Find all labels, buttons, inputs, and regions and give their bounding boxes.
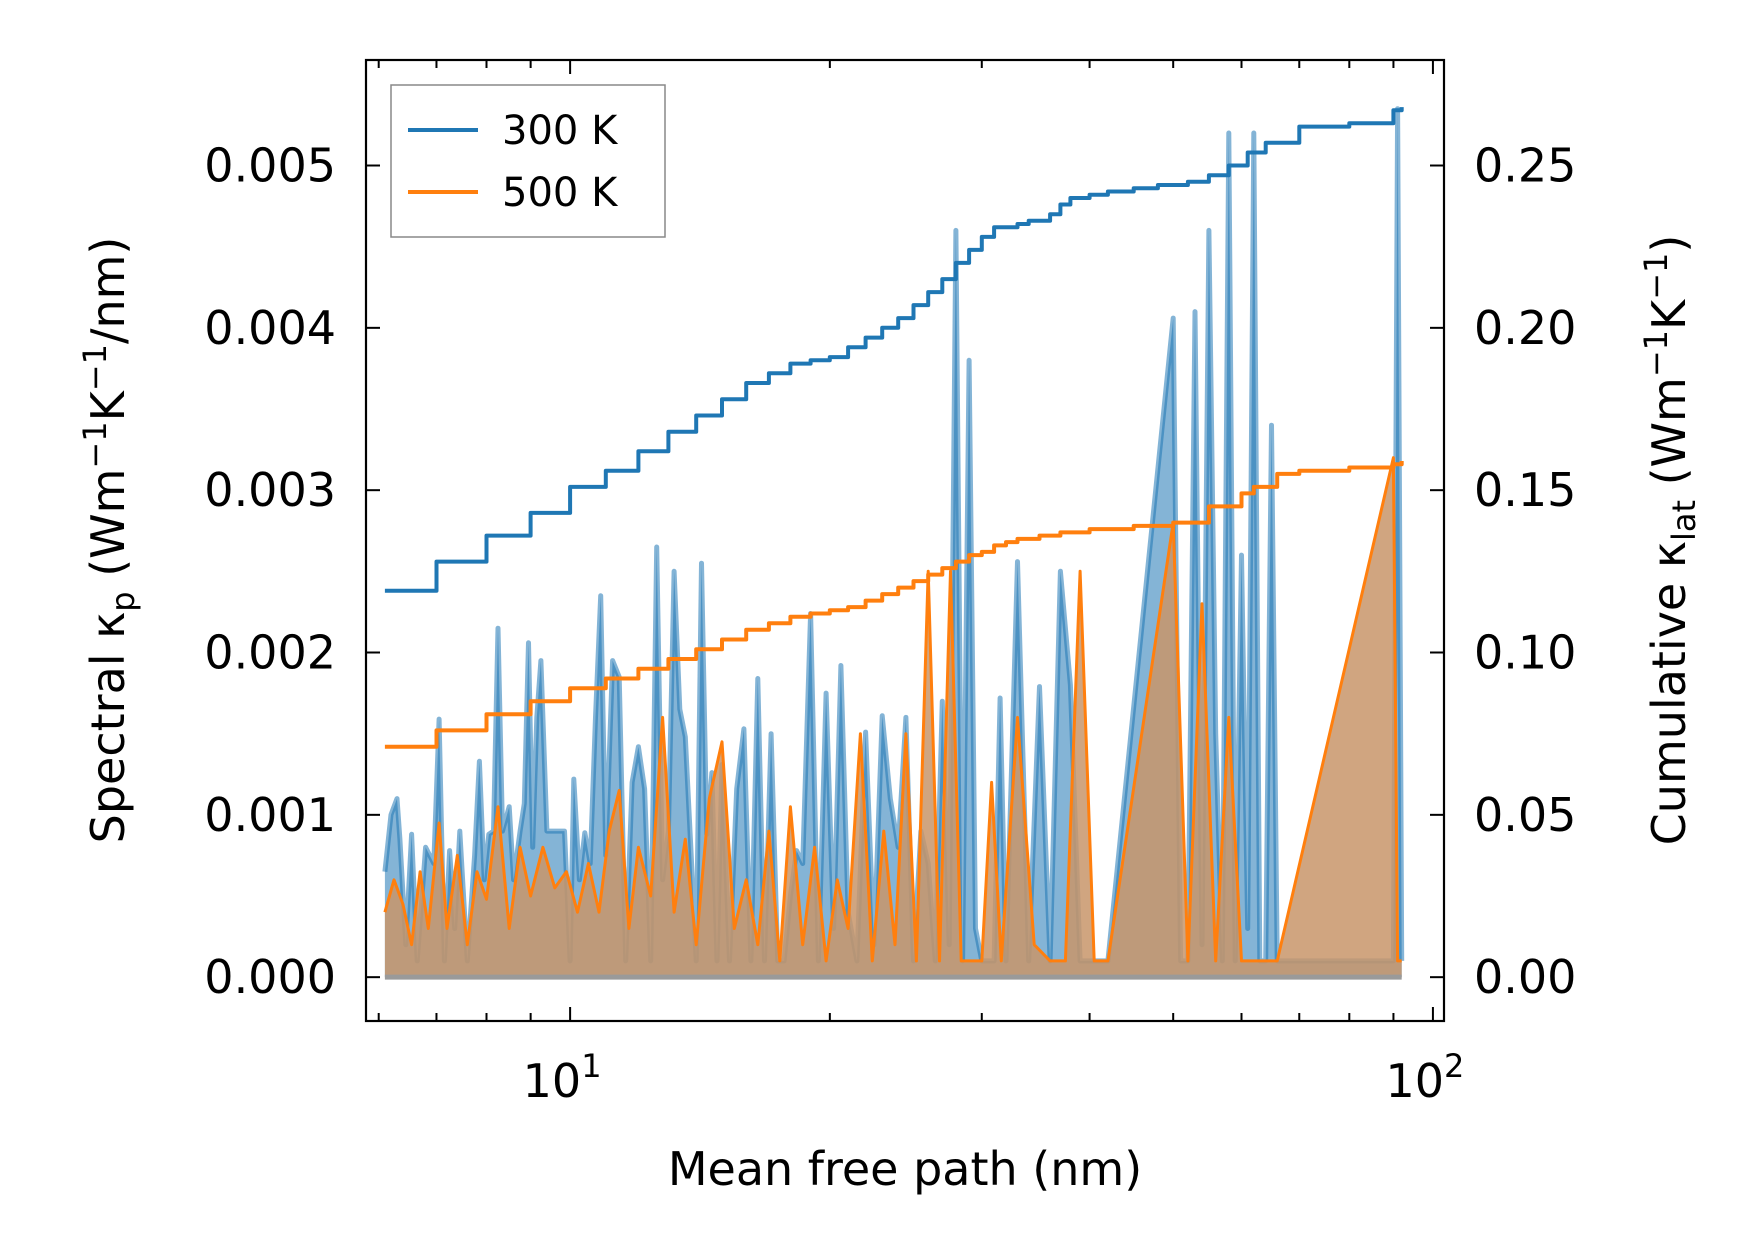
y-right-tick-label: 0.10 [1474,626,1576,680]
cumulative-line-300k [384,107,1404,593]
y-left-tick-label: 0.004 [204,301,336,355]
legend-box [390,84,666,238]
x-axis-label: Mean free path (nm) [668,1142,1142,1196]
legend: 300 K 500 K [390,84,666,238]
y-left-tick-label: 0.005 [204,139,336,193]
y-left-tick-label: 0.001 [204,788,336,842]
y-right-tick-label: 0.15 [1474,463,1576,517]
x-tick-label: 101 [523,1047,602,1108]
plot-frame [364,58,1446,1023]
spectral-fill-500k [384,457,1402,978]
y-left-tick-label: 0.003 [204,463,336,517]
y-right-tick-label: 0.05 [1474,788,1576,842]
x-tick-label: 102 [1385,1047,1464,1108]
y-left-tick-label: 0.002 [204,626,336,680]
spectral-layer [382,106,1405,980]
cumulative-line-500k [384,461,1404,749]
y-right-tick-label: 0.25 [1474,139,1576,193]
y-right-tick-label: 0.20 [1474,301,1576,355]
y-left-tick-label: 0.000 [204,950,336,1004]
y-right-tick-label: 0.00 [1474,950,1576,1004]
spectral-line-500k [383,456,1402,963]
legend-label-500k: 500 K [502,170,619,216]
y-axis-left-label: Spectral κp (Wm−1K−1/nm) [76,237,142,844]
ticks-layer: 0.000 0.001 0.002 0.003 0.004 0.005 0.00 0.05 0.… [204,60,1576,1108]
cumulative-layer [384,107,1404,749]
legend-label-300k: 300 K [502,108,619,154]
y-axis-right-label: Cumulative κlat (Wm−1K−1) [1637,235,1703,846]
